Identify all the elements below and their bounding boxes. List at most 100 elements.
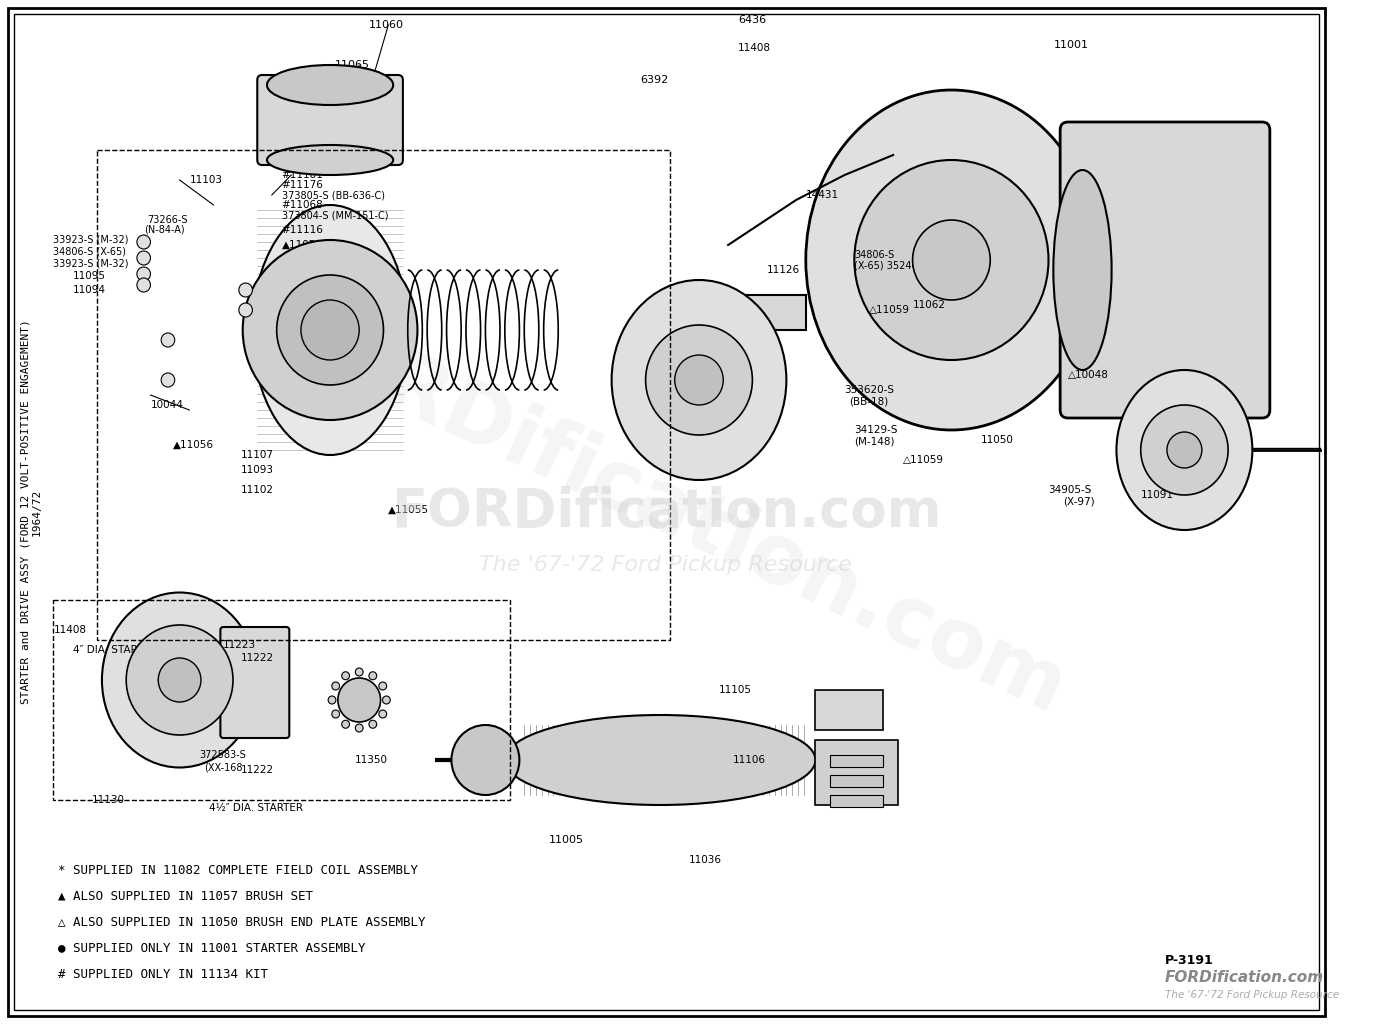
Text: The '67-'72 Ford Pickup Resource: The '67-'72 Ford Pickup Resource bbox=[479, 555, 853, 575]
Bar bbox=[54, 600, 509, 800]
Text: 11408: 11408 bbox=[54, 625, 86, 635]
Circle shape bbox=[1141, 406, 1227, 495]
Circle shape bbox=[356, 668, 362, 676]
Circle shape bbox=[356, 724, 362, 732]
Text: 11095: 11095 bbox=[73, 271, 106, 281]
Text: 11106: 11106 bbox=[733, 755, 766, 765]
Text: FORDification.com: FORDification.com bbox=[254, 291, 1078, 733]
Circle shape bbox=[383, 696, 390, 705]
Circle shape bbox=[161, 333, 174, 347]
Text: 11062: 11062 bbox=[913, 300, 946, 310]
Circle shape bbox=[137, 234, 151, 249]
Ellipse shape bbox=[253, 205, 408, 455]
Circle shape bbox=[332, 710, 339, 718]
Text: (M-148): (M-148) bbox=[854, 437, 895, 447]
Circle shape bbox=[277, 275, 383, 385]
Text: 34806-S: 34806-S bbox=[854, 250, 895, 260]
Text: 33923-S (M-32): 33923-S (M-32) bbox=[54, 234, 129, 245]
Ellipse shape bbox=[611, 280, 787, 480]
Text: 14431: 14431 bbox=[806, 190, 839, 200]
Bar bbox=[831, 775, 883, 787]
Text: 33923-S (M-32): 33923-S (M-32) bbox=[54, 259, 129, 269]
FancyBboxPatch shape bbox=[221, 627, 290, 738]
Text: ▲11056: ▲11056 bbox=[173, 440, 214, 450]
Text: 10044: 10044 bbox=[151, 400, 184, 410]
Text: 11036: 11036 bbox=[689, 855, 722, 865]
Text: ● SUPPLIED ONLY IN 11001 STARTER ASSEMBLY: ● SUPPLIED ONLY IN 11001 STARTER ASSEMBL… bbox=[58, 941, 365, 954]
Text: 11065: 11065 bbox=[335, 60, 369, 70]
Bar bbox=[97, 150, 670, 640]
Text: 11093: 11093 bbox=[240, 465, 273, 475]
Circle shape bbox=[645, 325, 752, 435]
Circle shape bbox=[379, 682, 387, 690]
Text: 11105: 11105 bbox=[718, 685, 751, 695]
Text: 353620-S: 353620-S bbox=[844, 385, 895, 395]
Text: (N-84-A): (N-84-A) bbox=[144, 225, 184, 234]
Text: 372583-S: 372583-S bbox=[199, 750, 246, 760]
Circle shape bbox=[338, 678, 380, 722]
Text: 34129-S: 34129-S bbox=[854, 425, 898, 435]
Text: 4″ DIA. STARTER: 4″ DIA. STARTER bbox=[73, 645, 157, 655]
Circle shape bbox=[913, 220, 990, 300]
Text: 11223: 11223 bbox=[224, 640, 257, 650]
Ellipse shape bbox=[266, 65, 393, 105]
Text: 11050: 11050 bbox=[980, 435, 1013, 445]
Bar bbox=[831, 755, 883, 767]
Circle shape bbox=[674, 355, 724, 406]
Text: * SUPPLIED IN 11082 COMPLETE FIELD COIL ASSEMBLY: * SUPPLIED IN 11082 COMPLETE FIELD COIL … bbox=[58, 863, 419, 877]
Circle shape bbox=[342, 720, 350, 728]
Circle shape bbox=[854, 160, 1049, 360]
Text: FORDification.com: FORDification.com bbox=[391, 486, 942, 538]
Text: 31612-S: 31612-S bbox=[301, 285, 345, 295]
Text: 34905-S: 34905-S bbox=[1049, 485, 1092, 495]
Text: 11005: 11005 bbox=[549, 835, 584, 845]
Text: (U-56): (U-56) bbox=[301, 297, 334, 307]
Text: △11059: △11059 bbox=[903, 455, 943, 465]
Text: (X-97): (X-97) bbox=[1063, 497, 1094, 507]
Text: #11176: #11176 bbox=[281, 180, 324, 190]
Text: 11103: 11103 bbox=[191, 175, 224, 185]
Text: 11126: 11126 bbox=[768, 265, 800, 275]
Text: 4½″ DIA. STARTER: 4½″ DIA. STARTER bbox=[209, 803, 302, 813]
Circle shape bbox=[137, 278, 151, 292]
Circle shape bbox=[137, 267, 151, 281]
Circle shape bbox=[126, 625, 233, 735]
Text: ▲11055: ▲11055 bbox=[389, 505, 430, 515]
Circle shape bbox=[332, 682, 339, 690]
Text: 373804-S (MM-151-C): 373804-S (MM-151-C) bbox=[281, 210, 389, 220]
Text: #11181: #11181 bbox=[281, 170, 324, 180]
Text: 11408: 11408 bbox=[737, 43, 770, 53]
Circle shape bbox=[1167, 432, 1201, 468]
Circle shape bbox=[328, 696, 336, 705]
Text: 6392: 6392 bbox=[641, 75, 669, 85]
Circle shape bbox=[239, 283, 253, 297]
Text: # SUPPLIED ONLY IN 11134 KIT: # SUPPLIED ONLY IN 11134 KIT bbox=[58, 968, 268, 981]
Text: ▲11056: ▲11056 bbox=[281, 240, 323, 250]
Text: (XX-168: (XX-168 bbox=[203, 762, 243, 772]
Text: 11091: 11091 bbox=[1141, 490, 1174, 500]
Circle shape bbox=[243, 240, 417, 420]
Ellipse shape bbox=[1116, 370, 1252, 530]
Text: (X-65) 352464-S (BB-139): (X-65) 352464-S (BB-139) bbox=[854, 260, 980, 270]
Text: 34806-S (X-65): 34806-S (X-65) bbox=[54, 247, 126, 257]
Text: 11067: 11067 bbox=[281, 160, 314, 170]
Text: #11068: #11068 bbox=[281, 200, 323, 210]
Circle shape bbox=[161, 373, 174, 387]
Bar bbox=[831, 795, 883, 807]
Text: STARTER and DRIVE ASSY (FORD 12 VOLT-POSITIVE ENGAGEMENT)
1964/72: STARTER and DRIVE ASSY (FORD 12 VOLT-POS… bbox=[21, 319, 41, 705]
Text: FORDification.com: FORDification.com bbox=[1166, 971, 1324, 985]
Circle shape bbox=[158, 658, 200, 702]
Text: (BB-18): (BB-18) bbox=[850, 397, 888, 407]
Text: 11094: 11094 bbox=[73, 285, 106, 295]
Bar bbox=[816, 740, 898, 805]
Text: 11350: 11350 bbox=[354, 755, 387, 765]
Text: 11107: 11107 bbox=[240, 450, 273, 460]
Text: 373805-S (BB-636-C): 373805-S (BB-636-C) bbox=[281, 190, 384, 200]
Ellipse shape bbox=[1053, 170, 1112, 370]
Text: △11059: △11059 bbox=[869, 305, 910, 315]
Ellipse shape bbox=[505, 715, 816, 805]
Ellipse shape bbox=[102, 593, 257, 768]
Text: △10048: △10048 bbox=[1068, 370, 1109, 380]
Circle shape bbox=[137, 251, 151, 265]
Text: P-3191: P-3191 bbox=[1166, 953, 1214, 967]
